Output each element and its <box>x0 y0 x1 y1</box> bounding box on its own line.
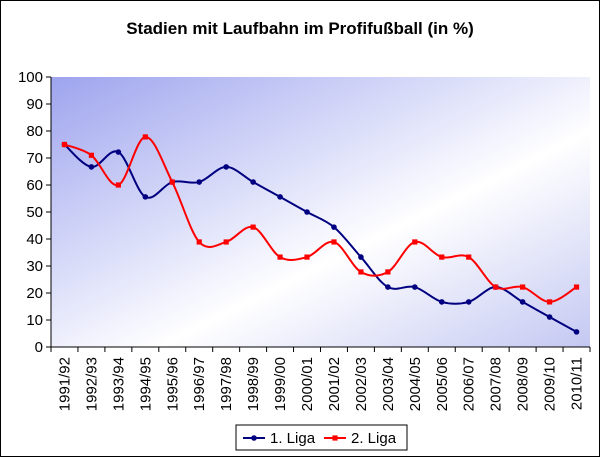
y-tick-label: 100 <box>18 69 43 86</box>
y-tick-label: 10 <box>26 312 43 329</box>
data-point <box>331 239 337 245</box>
data-point <box>573 329 580 335</box>
data-point <box>223 239 229 245</box>
legend-item-1: 1. Liga <box>243 430 316 447</box>
y-tick-label: 70 <box>26 150 43 167</box>
x-tick-label: 1995/96 <box>164 357 181 411</box>
x-tick-label: 2004/05 <box>407 357 424 411</box>
data-point <box>573 284 580 290</box>
data-point <box>169 179 175 185</box>
x-tick-label: 2000/01 <box>299 357 316 411</box>
data-point <box>88 164 95 170</box>
legend-item-2: 2. Liga <box>324 430 397 447</box>
y-tick-label: 60 <box>26 177 43 194</box>
data-point <box>546 299 553 305</box>
y-tick-label: 50 <box>26 204 43 221</box>
data-point <box>331 224 337 230</box>
y-tick-label: 90 <box>26 96 43 113</box>
x-tick-label: 2005/06 <box>434 357 451 411</box>
data-point <box>385 284 391 290</box>
y-axis: 0 10 20 30 40 50 60 70 80 90 100 <box>18 69 52 356</box>
y-tick-label: 20 <box>26 285 43 302</box>
x-tick-label: 1991/92 <box>56 357 73 411</box>
data-point <box>223 164 229 170</box>
data-point <box>304 254 310 260</box>
x-tick-label: 1993/94 <box>110 357 127 411</box>
legend-marker <box>251 435 257 441</box>
data-point <box>438 299 445 305</box>
legend-label: 1. Liga <box>270 430 316 447</box>
x-tick-label: 1994/95 <box>137 357 154 411</box>
x-tick-label: 2001/02 <box>326 357 343 411</box>
series-line <box>64 135 578 303</box>
data-point <box>358 254 364 260</box>
legend-label: 2. Liga <box>351 430 397 447</box>
data-point <box>519 299 526 305</box>
chart-title: Stadien mit Laufbahn im Profifußball (in… <box>126 19 474 38</box>
series-layer <box>61 134 580 335</box>
data-point <box>250 179 256 185</box>
y-tick-label: 40 <box>26 231 43 248</box>
x-tick-label: 2009/10 <box>542 357 559 411</box>
x-tick-label: 1997/98 <box>218 357 235 411</box>
data-point <box>142 194 149 200</box>
data-point <box>358 269 364 275</box>
x-tick-label: 1998/99 <box>245 357 262 411</box>
x-tick-label: 1992/93 <box>83 357 100 411</box>
legend: 1. Liga 2. Liga <box>235 424 408 451</box>
plot-area <box>51 77 590 347</box>
data-point <box>115 182 121 188</box>
y-tick-label: 30 <box>26 258 43 275</box>
x-tick-label: 2007/08 <box>488 357 505 411</box>
legend-items: 1. Liga 2. Liga <box>243 430 397 447</box>
data-point <box>546 314 553 320</box>
data-point <box>439 254 445 260</box>
x-tick-label: 1999/00 <box>272 357 289 411</box>
x-tick-label: 2010/11 <box>569 357 586 410</box>
x-tick-label: 1996/97 <box>191 357 208 411</box>
x-tick-label: 2002/03 <box>353 357 370 411</box>
data-point <box>412 239 418 245</box>
data-point <box>304 209 310 215</box>
data-point <box>88 152 95 158</box>
x-tick-label: 2003/04 <box>380 357 397 411</box>
data-point <box>61 141 68 148</box>
data-point <box>466 254 472 260</box>
x-tick-label: 2006/07 <box>461 357 478 411</box>
data-point <box>115 149 122 155</box>
data-point <box>520 284 526 290</box>
data-point <box>196 179 203 185</box>
x-axis: 1991/92 1992/93 1993/94 1994/95 1995/96 1996/… <box>50 346 591 411</box>
series-2 <box>61 134 580 305</box>
data-point <box>196 239 202 245</box>
data-point <box>385 269 391 275</box>
x-tick-label: 2008/09 <box>515 357 532 411</box>
data-point <box>277 194 283 200</box>
data-point <box>250 224 256 230</box>
data-point <box>142 134 148 140</box>
data-point <box>277 254 283 260</box>
y-tick-label: 0 <box>35 339 43 356</box>
legend-marker <box>332 435 338 441</box>
data-point <box>465 299 472 305</box>
data-point <box>493 284 499 290</box>
data-point <box>412 284 418 290</box>
y-tick-label: 80 <box>26 123 43 140</box>
